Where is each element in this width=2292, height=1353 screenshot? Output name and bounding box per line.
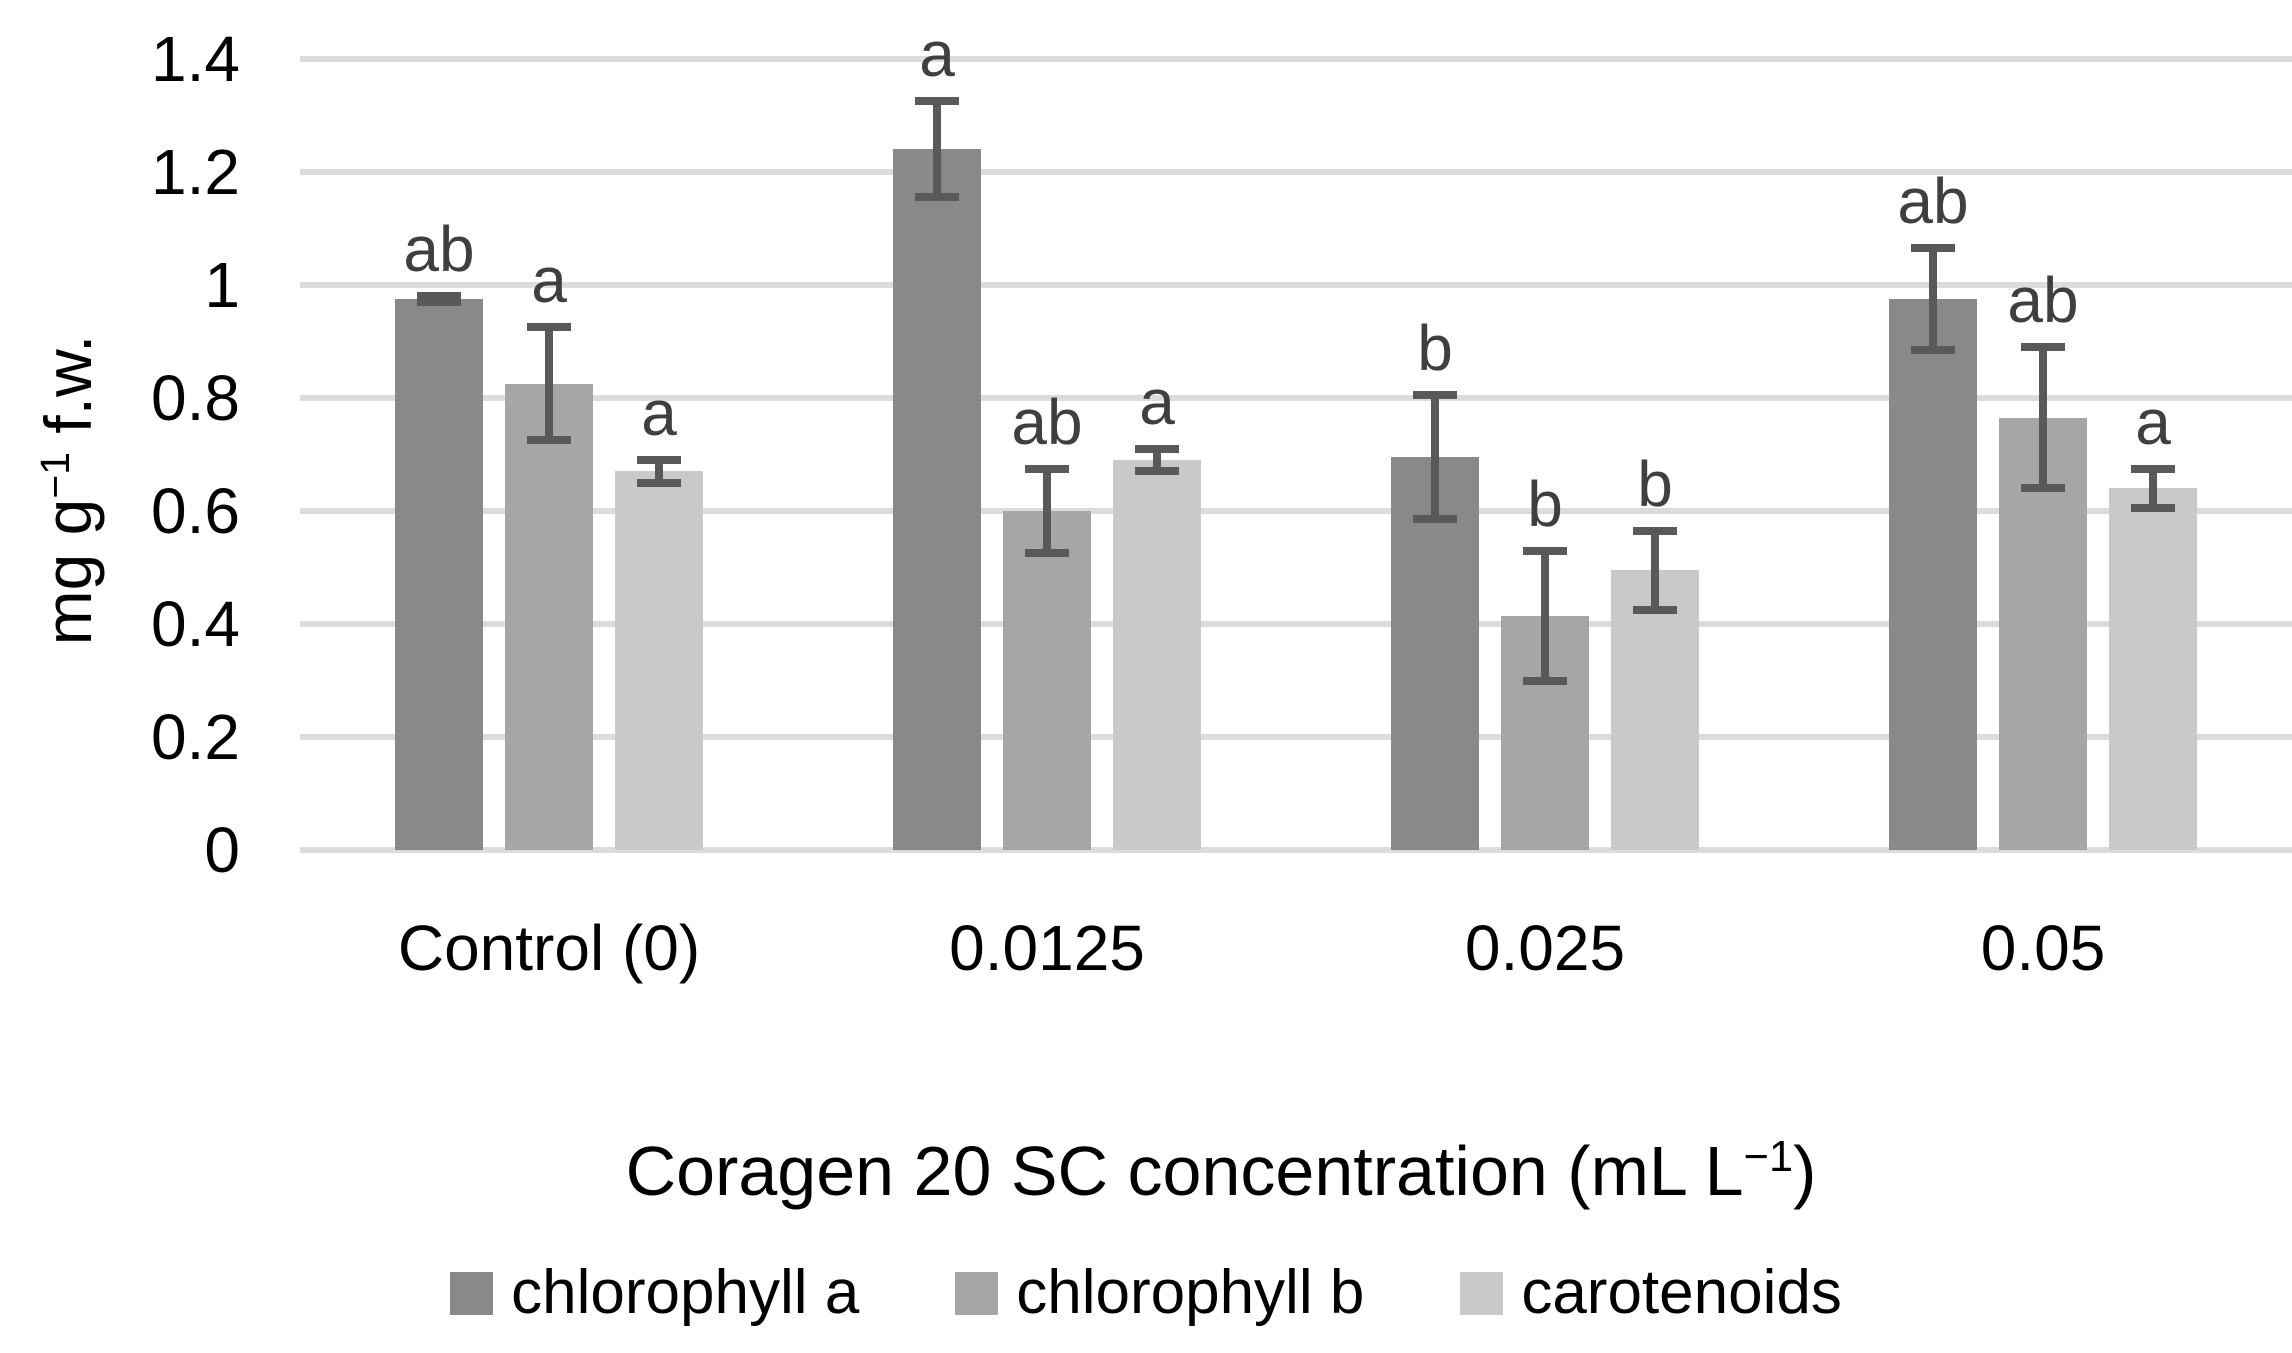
error-bar-line-chlorophyll-a-0-025: [1431, 395, 1439, 520]
legend-swatch-icon-chlorophyll-a: [450, 1271, 494, 1315]
error-bar-cap-top-carotenoids-0-05: [2131, 464, 2175, 473]
error-bar-cap-top-chlorophyll-b-control-0: [527, 323, 571, 332]
error-bar-cap-top-chlorophyll-b-0-0125: [1025, 464, 1069, 473]
error-bar-cap-bottom-chlorophyll-b-0-025: [1523, 676, 1567, 685]
gridline-1.2: [300, 169, 2292, 175]
significance-letter-carotenoids-0-0125: a: [1139, 365, 1175, 438]
significance-letter-chlorophyll-a-0-025: b: [1417, 312, 1453, 385]
error-bar-cap-bottom-chlorophyll-b-0-05: [2021, 484, 2065, 493]
error-bar-cap-top-chlorophyll-a-0-0125: [915, 97, 959, 106]
legend-item-carotenoids: carotenoids: [1460, 1258, 1842, 1328]
legend: chlorophyll a chlorophyll b carotenoids: [0, 1258, 2292, 1328]
bar-chlorophyll-a-0-0125: [893, 149, 981, 850]
bar-carotenoids-0-05: [2109, 488, 2197, 850]
bar-chlorophyll-b-control-0: [505, 383, 593, 850]
x-axis-title-superscript: −1: [1743, 1133, 1794, 1182]
error-bar-line-carotenoids-0-025: [1651, 530, 1659, 610]
bar-carotenoids-control-0: [615, 471, 703, 850]
significance-letter-chlorophyll-b-0-05: ab: [2007, 264, 2079, 337]
bar-chlorophyll-a-0-05: [1889, 299, 1977, 850]
category-label-control-0: Control (0): [397, 912, 701, 984]
significance-letter-carotenoids-control-0: a: [641, 377, 677, 450]
y-tick-label-0.2: 0.2: [151, 701, 240, 773]
error-bar-cap-bottom-carotenoids-0-05: [2131, 504, 2175, 513]
y-tick-label-0: 0: [204, 814, 240, 886]
significance-letter-chlorophyll-a-0-0125: a: [919, 18, 955, 91]
error-bar-cap-top-carotenoids-0-025: [1633, 526, 1677, 535]
y-tick-label-0.8: 0.8: [151, 362, 240, 434]
category-label-0-025: 0.025: [1464, 912, 1626, 984]
gridline-0.8: [300, 395, 2292, 401]
legend-label-chlorophyll-a: chlorophyll a: [511, 1258, 860, 1327]
significance-letter-carotenoids-0-05: a: [2135, 385, 2171, 458]
error-bar-cap-top-carotenoids-control-0: [637, 456, 681, 465]
error-bar-cap-bottom-carotenoids-0-025: [1633, 605, 1677, 614]
category-label-0-0125: 0.0125: [949, 912, 1145, 984]
x-axis-title: Coragen 20 SC concentration (mL L−1): [150, 1128, 2292, 1224]
significance-letter-chlorophyll-b-0-025: b: [1527, 467, 1563, 540]
error-bar-cap-top-chlorophyll-a-0-05: [1911, 244, 1955, 253]
bar-chlorophyll-b-0-0125: [1003, 511, 1091, 850]
legend-item-chlorophyll-a: chlorophyll a: [450, 1258, 859, 1328]
legend-label-carotenoids: carotenoids: [1521, 1258, 1842, 1327]
error-bar-cap-top-chlorophyll-b-0-025: [1523, 546, 1567, 555]
error-bar-line-carotenoids-control-0: [655, 460, 663, 483]
category-label-0-05: 0.05: [1980, 912, 2106, 984]
error-bar-cap-bottom-chlorophyll-a-0-025: [1413, 515, 1457, 524]
y-tick-label-1.4: 1.4: [151, 23, 240, 95]
error-bar-cap-bottom-carotenoids-control-0: [637, 478, 681, 487]
error-bar-line-chlorophyll-b-0-0125: [1043, 468, 1051, 554]
error-bar-cap-bottom-chlorophyll-b-0-0125: [1025, 549, 1069, 558]
error-bar-line-chlorophyll-a-0-0125: [933, 101, 941, 198]
bar-carotenoids-0-025: [1611, 570, 1699, 850]
significance-letter-chlorophyll-b-control-0: a: [531, 244, 567, 317]
y-tick-label-1.2: 1.2: [151, 136, 240, 208]
error-bar-cap-top-chlorophyll-b-0-05: [2021, 343, 2065, 352]
gridline-1.4: [300, 56, 2292, 62]
legend-item-chlorophyll-b: chlorophyll b: [955, 1258, 1364, 1328]
error-bar-cap-bottom-chlorophyll-a-0-0125: [915, 193, 959, 202]
error-bar-line-chlorophyll-b-0-05: [2039, 347, 2047, 489]
error-bar-cap-bottom-carotenoids-0-0125: [1135, 467, 1179, 476]
error-bar-cap-top-chlorophyll-a-0-025: [1413, 391, 1457, 400]
y-tick-label-0.4: 0.4: [151, 588, 240, 660]
error-bar-cap-bottom-chlorophyll-a-0-05: [1911, 345, 1955, 354]
error-bar-line-chlorophyll-b-control-0: [545, 327, 553, 441]
error-bar-line-chlorophyll-a-0-05: [1929, 248, 1937, 350]
error-bar-cap-top-carotenoids-0-0125: [1135, 444, 1179, 453]
error-bar-cap-bottom-chlorophyll-a-control-0: [417, 297, 461, 306]
error-bar-cap-top-chlorophyll-a-control-0: [417, 292, 461, 301]
gridline-0.4: [300, 621, 2292, 627]
significance-letter-carotenoids-0-025: b: [1637, 447, 1673, 520]
legend-swatch-icon-carotenoids: [1460, 1271, 1504, 1315]
legend-label-chlorophyll-b: chlorophyll b: [1016, 1258, 1365, 1327]
x-axis-title-text: Coragen 20 SC concentration (mL L: [625, 1132, 1744, 1210]
significance-letter-chlorophyll-a-0-05: ab: [1897, 165, 1969, 238]
significance-letter-chlorophyll-b-0-0125: ab: [1011, 385, 1083, 458]
error-bar-line-carotenoids-0-05: [2149, 468, 2157, 509]
error-bar-cap-bottom-chlorophyll-b-control-0: [527, 436, 571, 445]
significance-letter-chlorophyll-a-control-0: ab: [403, 213, 475, 286]
bar-carotenoids-0-0125: [1113, 460, 1201, 850]
gridline-0.6: [300, 508, 2292, 514]
gridline-0.2: [300, 734, 2292, 740]
error-bar-line-chlorophyll-b-0-025: [1541, 550, 1549, 681]
y-tick-label-0.6: 0.6: [151, 475, 240, 547]
x-axis-title-close: ): [1793, 1132, 1817, 1210]
gridline-0: [300, 847, 2292, 853]
y-tick-label-1: 1: [204, 249, 240, 321]
legend-swatch-icon-chlorophyll-b: [955, 1271, 999, 1315]
bar-chlorophyll-a-control-0: [395, 299, 483, 850]
error-bar-line-carotenoids-0-0125: [1153, 448, 1161, 472]
gridline-1: [300, 282, 2292, 288]
